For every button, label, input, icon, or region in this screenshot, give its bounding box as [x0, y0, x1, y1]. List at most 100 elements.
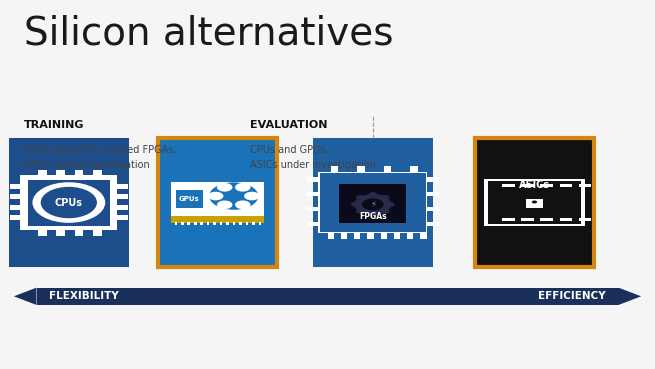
FancyBboxPatch shape — [246, 222, 248, 225]
Text: FPGAs: FPGAs — [359, 211, 386, 221]
FancyBboxPatch shape — [171, 216, 265, 223]
Circle shape — [235, 183, 251, 192]
FancyBboxPatch shape — [171, 182, 265, 216]
Text: GPUs: GPUs — [179, 196, 200, 202]
FancyBboxPatch shape — [320, 173, 426, 232]
FancyBboxPatch shape — [313, 138, 432, 268]
Circle shape — [356, 209, 365, 214]
FancyBboxPatch shape — [367, 233, 373, 239]
FancyBboxPatch shape — [252, 222, 255, 225]
FancyBboxPatch shape — [175, 222, 177, 225]
Text: TRAINING: TRAINING — [24, 120, 84, 130]
FancyBboxPatch shape — [421, 233, 426, 239]
FancyBboxPatch shape — [117, 194, 128, 199]
Circle shape — [235, 200, 251, 209]
FancyBboxPatch shape — [559, 184, 572, 187]
FancyBboxPatch shape — [357, 166, 365, 172]
Circle shape — [356, 195, 365, 200]
Text: Silicon alternatives: Silicon alternatives — [24, 15, 393, 53]
FancyBboxPatch shape — [56, 230, 65, 235]
Text: EFFICIENCY: EFFICIENCY — [538, 291, 606, 301]
FancyBboxPatch shape — [10, 205, 20, 210]
FancyBboxPatch shape — [117, 184, 128, 189]
FancyBboxPatch shape — [381, 233, 387, 239]
FancyBboxPatch shape — [410, 166, 418, 172]
FancyBboxPatch shape — [579, 184, 591, 187]
Circle shape — [362, 199, 384, 210]
FancyBboxPatch shape — [384, 166, 392, 172]
FancyBboxPatch shape — [502, 218, 515, 221]
FancyBboxPatch shape — [75, 169, 83, 176]
FancyBboxPatch shape — [207, 222, 210, 225]
Text: FLEXIBILITY: FLEXIBILITY — [49, 291, 119, 301]
FancyBboxPatch shape — [9, 138, 128, 268]
Circle shape — [209, 182, 258, 210]
Circle shape — [33, 182, 105, 223]
FancyBboxPatch shape — [525, 199, 543, 208]
FancyBboxPatch shape — [38, 230, 47, 235]
FancyBboxPatch shape — [331, 166, 339, 172]
Circle shape — [381, 209, 390, 214]
Circle shape — [217, 200, 233, 209]
Circle shape — [381, 195, 390, 200]
FancyBboxPatch shape — [259, 222, 261, 225]
FancyBboxPatch shape — [239, 222, 242, 225]
FancyBboxPatch shape — [540, 184, 553, 187]
FancyBboxPatch shape — [475, 138, 594, 268]
Text: CPUs: CPUs — [55, 197, 83, 207]
FancyBboxPatch shape — [117, 215, 128, 220]
FancyBboxPatch shape — [93, 169, 102, 176]
FancyBboxPatch shape — [394, 233, 400, 239]
FancyBboxPatch shape — [579, 218, 591, 221]
Circle shape — [354, 194, 391, 215]
FancyBboxPatch shape — [38, 169, 47, 176]
FancyBboxPatch shape — [307, 207, 318, 211]
Circle shape — [368, 192, 377, 197]
FancyBboxPatch shape — [487, 180, 582, 224]
Circle shape — [532, 200, 537, 203]
FancyBboxPatch shape — [341, 233, 347, 239]
FancyBboxPatch shape — [407, 233, 413, 239]
FancyBboxPatch shape — [10, 194, 20, 199]
FancyBboxPatch shape — [307, 177, 318, 182]
FancyBboxPatch shape — [427, 192, 439, 196]
FancyBboxPatch shape — [220, 222, 223, 225]
FancyBboxPatch shape — [226, 222, 229, 225]
FancyBboxPatch shape — [427, 222, 439, 226]
FancyBboxPatch shape — [200, 222, 203, 225]
Polygon shape — [618, 288, 641, 305]
Circle shape — [386, 202, 394, 207]
Circle shape — [41, 187, 97, 218]
FancyBboxPatch shape — [328, 233, 334, 239]
FancyBboxPatch shape — [427, 177, 439, 182]
FancyBboxPatch shape — [181, 222, 183, 225]
FancyBboxPatch shape — [502, 184, 515, 187]
FancyBboxPatch shape — [56, 169, 65, 176]
FancyBboxPatch shape — [10, 215, 20, 220]
FancyBboxPatch shape — [484, 179, 585, 227]
Circle shape — [368, 212, 377, 217]
FancyBboxPatch shape — [540, 218, 553, 221]
FancyBboxPatch shape — [10, 184, 20, 189]
Circle shape — [208, 192, 223, 200]
FancyBboxPatch shape — [233, 222, 235, 225]
FancyBboxPatch shape — [318, 172, 427, 233]
FancyBboxPatch shape — [28, 180, 110, 225]
FancyBboxPatch shape — [214, 222, 216, 225]
Text: ⚡: ⚡ — [370, 199, 376, 208]
Circle shape — [217, 183, 233, 192]
FancyBboxPatch shape — [176, 190, 203, 208]
FancyBboxPatch shape — [37, 288, 618, 305]
FancyBboxPatch shape — [339, 184, 406, 223]
Circle shape — [351, 202, 360, 207]
FancyBboxPatch shape — [354, 233, 360, 239]
Polygon shape — [14, 288, 37, 305]
Text: EVALUATION: EVALUATION — [250, 120, 328, 130]
FancyBboxPatch shape — [117, 205, 128, 210]
FancyBboxPatch shape — [307, 192, 318, 196]
FancyBboxPatch shape — [427, 207, 439, 211]
Text: CPUs and GPUs, limited FPGAs,
ASICs under investigation: CPUs and GPUs, limited FPGAs, ASICs unde… — [24, 145, 176, 170]
FancyBboxPatch shape — [194, 222, 196, 225]
FancyBboxPatch shape — [93, 230, 102, 235]
FancyBboxPatch shape — [559, 218, 572, 221]
